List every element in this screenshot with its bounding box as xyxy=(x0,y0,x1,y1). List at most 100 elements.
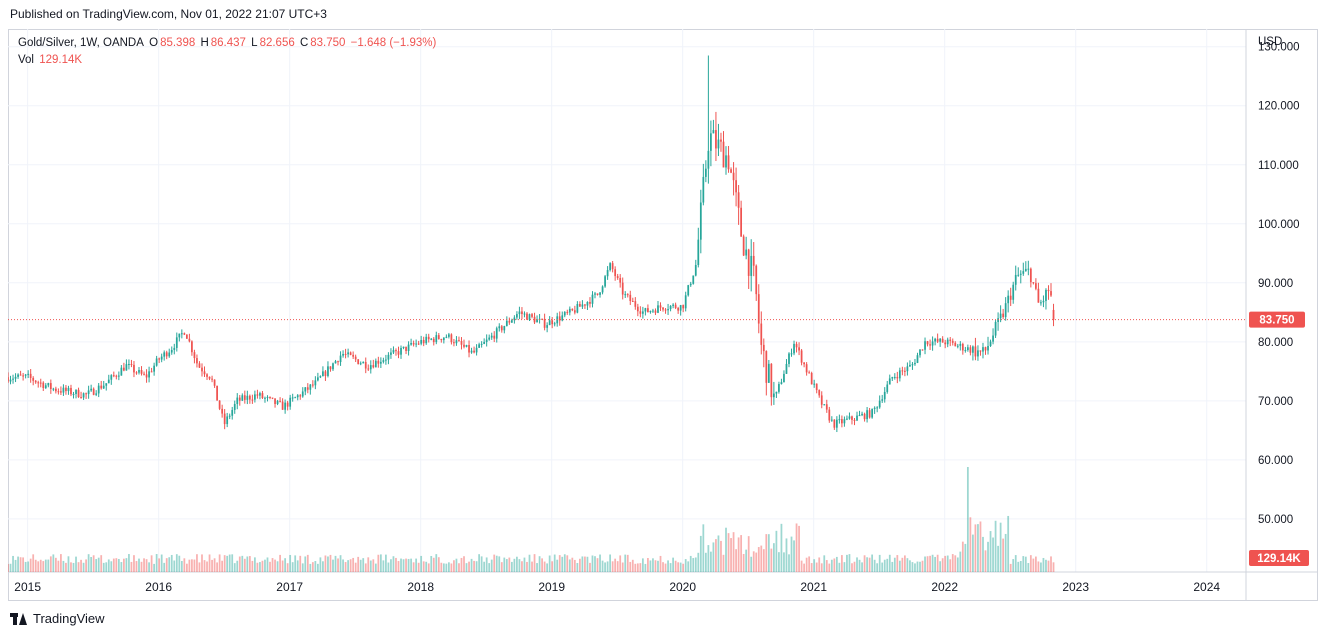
volume-bar xyxy=(153,563,156,572)
candle-body xyxy=(488,337,491,340)
volume-bar xyxy=(72,562,75,572)
candle-body xyxy=(606,270,609,277)
candle-body xyxy=(974,346,977,357)
candle-body xyxy=(780,382,783,385)
candle-body xyxy=(1027,268,1030,270)
volume-bar xyxy=(757,547,760,572)
volume-bar xyxy=(906,558,909,572)
volume-bar xyxy=(191,559,193,572)
volume-bar xyxy=(342,559,344,572)
candle-body xyxy=(57,391,60,393)
candle-body xyxy=(788,353,790,364)
volume-bar xyxy=(1017,561,1020,572)
volume-bar xyxy=(898,560,901,572)
candle-body xyxy=(1040,302,1042,304)
volume-bar xyxy=(322,561,324,572)
candle-body xyxy=(453,342,455,344)
volume-bar xyxy=(699,535,702,572)
volume-bar xyxy=(1014,555,1017,572)
volume-bar xyxy=(934,556,936,572)
volume-bar xyxy=(871,554,874,572)
volume-bar xyxy=(944,555,947,572)
candle-body xyxy=(8,377,9,382)
volume-bar xyxy=(775,530,778,572)
volume-bar xyxy=(357,556,360,572)
volume-bar xyxy=(364,563,367,572)
candle-body xyxy=(473,350,475,353)
volume-bar xyxy=(425,561,428,572)
candle-body xyxy=(939,338,942,342)
candle-body xyxy=(566,311,569,313)
volume-bar xyxy=(475,561,478,572)
open-label: O xyxy=(149,37,159,49)
candle-body xyxy=(9,379,12,382)
candle-body xyxy=(150,371,153,373)
volume-bar xyxy=(432,557,435,572)
candle-body xyxy=(415,343,418,345)
candle-body xyxy=(841,419,843,424)
gold-silver-chart[interactable]: 50.000 60.000 70.000 80.000 90.000 100.000 110… xyxy=(8,29,1318,601)
candle-body xyxy=(740,207,743,237)
volume-bar xyxy=(573,559,576,572)
volume-bar xyxy=(888,554,891,572)
candle-body xyxy=(858,415,861,417)
candle-body xyxy=(324,371,327,376)
y-tick-label: 50.000 xyxy=(1258,514,1293,526)
volume-bar xyxy=(926,556,929,572)
volume-bar xyxy=(823,555,826,572)
candle-body xyxy=(359,363,362,365)
volume-bar xyxy=(830,559,833,572)
volume-bar xyxy=(339,555,342,572)
candle-body xyxy=(969,347,972,353)
candle-body xyxy=(364,361,367,369)
candle-body xyxy=(153,365,156,372)
candle-body xyxy=(861,413,863,416)
volume-bar xyxy=(47,559,50,572)
volume-bar xyxy=(780,523,783,572)
candle-body xyxy=(201,367,203,372)
volume-bar xyxy=(427,563,430,572)
volume-bar xyxy=(732,532,735,572)
candle-body xyxy=(596,293,599,295)
volume-bar xyxy=(631,559,634,572)
volume-bar xyxy=(833,558,836,572)
candle-body xyxy=(621,282,624,295)
volume-bar xyxy=(22,557,24,572)
candle-body xyxy=(604,276,606,287)
volume-bar xyxy=(1004,533,1007,572)
volume-bar xyxy=(896,555,899,572)
volume-bar xyxy=(1022,556,1025,572)
candle-body xyxy=(206,374,208,377)
candle-body xyxy=(485,339,488,342)
candle-body xyxy=(67,387,70,392)
volume-bar xyxy=(75,556,77,572)
candle-body xyxy=(533,316,536,323)
volume-bar xyxy=(435,554,438,572)
candle-body xyxy=(649,310,652,313)
volume-bar xyxy=(337,558,339,572)
candle-body xyxy=(830,419,833,421)
volume-bar xyxy=(835,556,838,572)
candle-body xyxy=(425,336,428,344)
candle-body xyxy=(1037,288,1040,303)
volume-bar xyxy=(87,554,90,572)
volume-bar xyxy=(455,558,458,572)
volume-bar xyxy=(543,561,546,572)
candle-body xyxy=(405,346,407,351)
volume-bar xyxy=(276,561,279,572)
volume-bar xyxy=(795,523,798,572)
volume-bar xyxy=(460,557,463,572)
candle-body xyxy=(372,365,375,368)
volume-bar xyxy=(1019,560,1022,572)
symbol-label[interactable]: Gold/Silver, 1W, OANDA xyxy=(18,37,144,49)
volume-bar xyxy=(687,561,690,572)
volume-bar xyxy=(168,557,171,572)
volume-bar xyxy=(977,524,979,572)
volume-bar xyxy=(488,563,491,572)
volume-bar xyxy=(450,563,453,572)
volume-bar xyxy=(800,560,803,572)
candle-body xyxy=(480,343,483,345)
volume-bar xyxy=(493,554,496,572)
volume-bar xyxy=(1027,563,1030,572)
volume-bar xyxy=(319,557,322,572)
